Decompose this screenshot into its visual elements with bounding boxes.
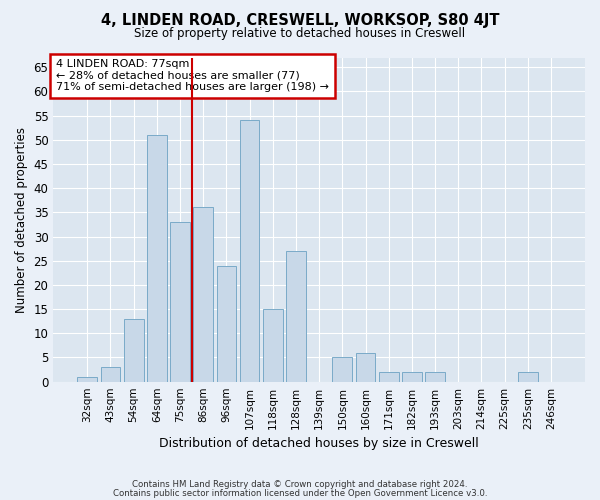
Bar [402, 372, 422, 382]
Text: Size of property relative to detached houses in Creswell: Size of property relative to detached ho… [134, 28, 466, 40]
Bar [425, 372, 445, 382]
Bar [101, 367, 121, 382]
Bar [124, 319, 143, 382]
Text: 4, LINDEN ROAD, CRESWELL, WORKSOP, S80 4JT: 4, LINDEN ROAD, CRESWELL, WORKSOP, S80 4… [101, 12, 499, 28]
Bar [147, 135, 167, 382]
Bar [356, 352, 376, 382]
Y-axis label: Number of detached properties: Number of detached properties [15, 126, 28, 312]
Bar [170, 222, 190, 382]
Bar [332, 358, 352, 382]
Bar [217, 266, 236, 382]
Text: 4 LINDEN ROAD: 77sqm
← 28% of detached houses are smaller (77)
71% of semi-detac: 4 LINDEN ROAD: 77sqm ← 28% of detached h… [56, 59, 329, 92]
Bar [263, 309, 283, 382]
Bar [240, 120, 259, 382]
Bar [518, 372, 538, 382]
Bar [286, 251, 306, 382]
Bar [77, 377, 97, 382]
Bar [193, 208, 213, 382]
Text: Contains HM Land Registry data © Crown copyright and database right 2024.: Contains HM Land Registry data © Crown c… [132, 480, 468, 489]
Text: Contains public sector information licensed under the Open Government Licence v3: Contains public sector information licen… [113, 488, 487, 498]
Bar [379, 372, 398, 382]
X-axis label: Distribution of detached houses by size in Creswell: Distribution of detached houses by size … [159, 437, 479, 450]
